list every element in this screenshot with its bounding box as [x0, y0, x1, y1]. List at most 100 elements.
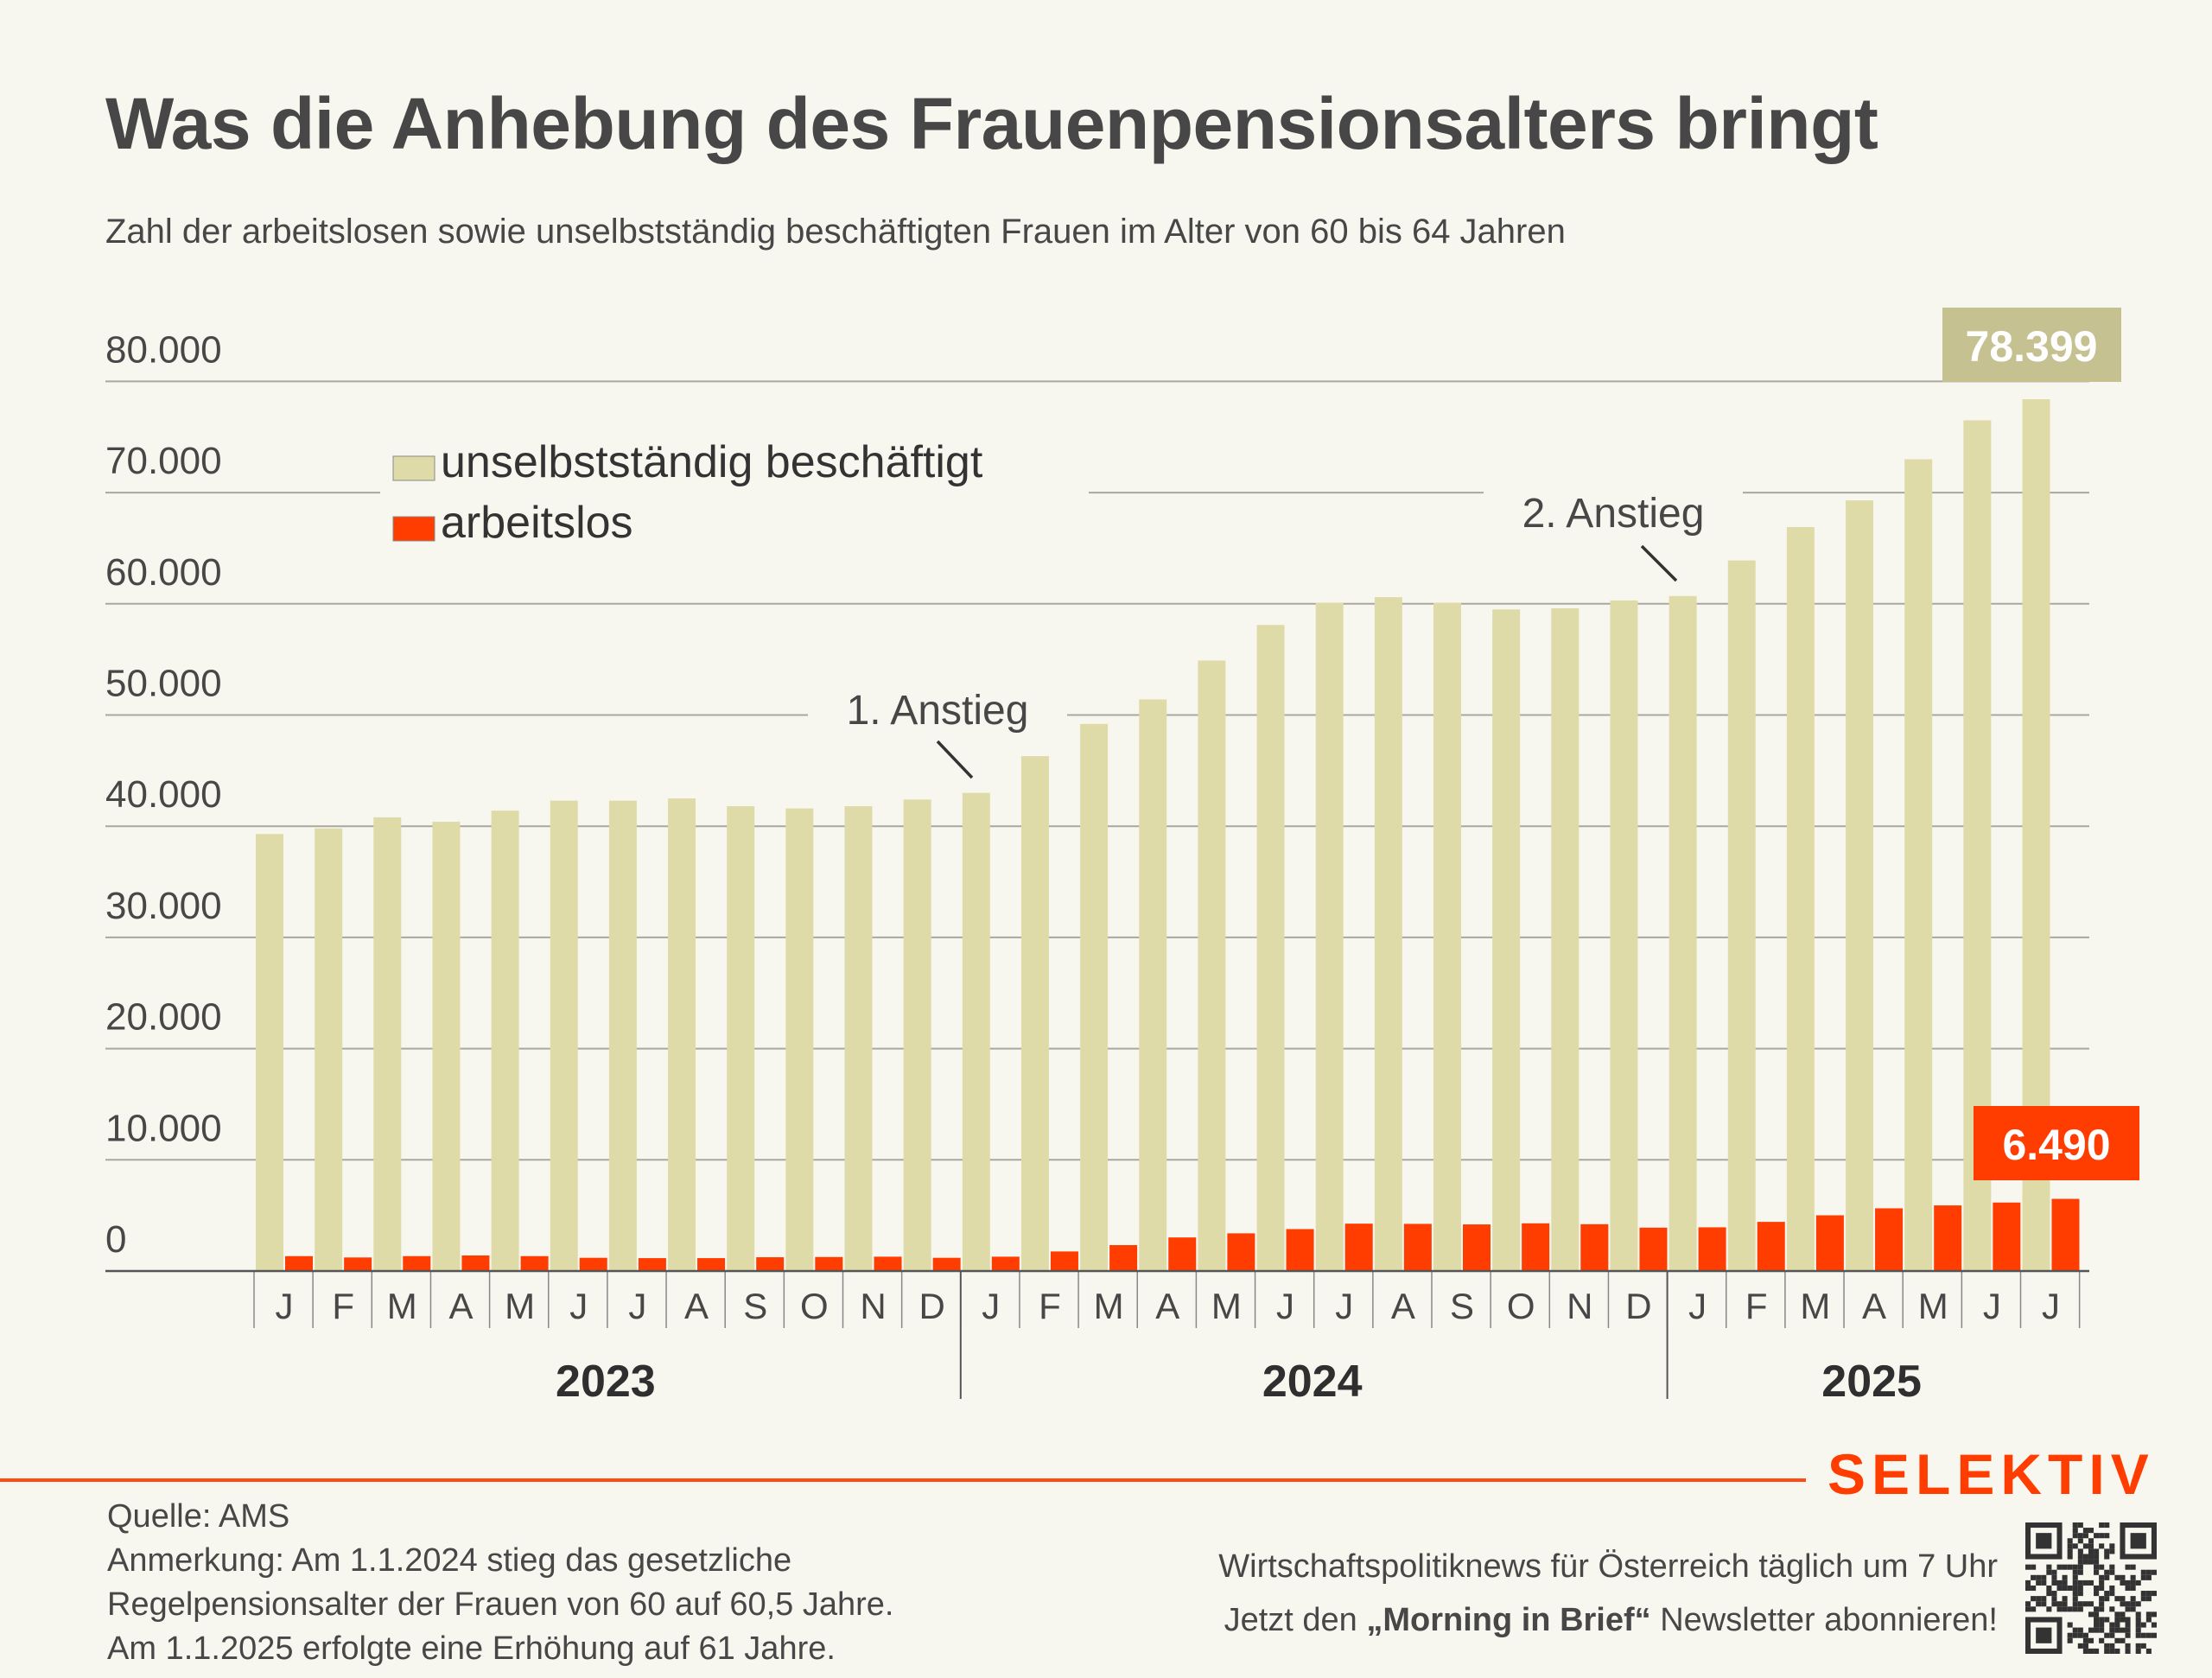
qr-module: [2094, 1622, 2100, 1628]
qr-module: [2077, 1569, 2083, 1575]
qr-module: [2031, 1606, 2037, 1612]
note-line: Anmerkung: Am 1.1.2024 stieg das gesetzl…: [107, 1542, 792, 1579]
bar-employed: [962, 792, 990, 1271]
bar-unemployed: [1463, 1224, 1491, 1271]
month-label: J: [1335, 1286, 1353, 1326]
qr-module: [2067, 1585, 2073, 1592]
qr-module: [2120, 1596, 2126, 1602]
qr-module: [2031, 1596, 2037, 1602]
bar-unemployed: [403, 1255, 431, 1271]
month-label: A: [684, 1286, 709, 1326]
bar-employed: [315, 828, 343, 1271]
qr-module: [2067, 1543, 2073, 1549]
bar-employed: [844, 806, 873, 1271]
qr-module: [2151, 1632, 2157, 1638]
bar-employed: [903, 799, 931, 1271]
qr-module: [2077, 1533, 2083, 1539]
qr-module: [2031, 1574, 2037, 1580]
qr-module: [2088, 1579, 2094, 1586]
month-label: M: [387, 1286, 417, 1326]
qr-module: [2025, 1564, 2031, 1570]
y-tick-label: 50.000: [105, 663, 222, 705]
qr-module: [2104, 1591, 2110, 1597]
qr-module: [2046, 1591, 2052, 1597]
qr-module: [2109, 1648, 2115, 1654]
qr-module: [2104, 1554, 2110, 1560]
y-tick-label: 10.000: [105, 1107, 222, 1149]
qr-module: [2094, 1554, 2100, 1560]
bar-employed: [1256, 625, 1285, 1271]
qr-module: [2140, 1596, 2146, 1602]
qr-module: [2135, 1617, 2141, 1623]
qr-module: [2077, 1559, 2083, 1565]
qr-module: [2082, 1533, 2088, 1539]
bar-unemployed: [932, 1257, 961, 1271]
bar-unemployed: [1639, 1227, 1668, 1271]
qr-module: [2082, 1543, 2088, 1549]
qr-module: [2062, 1564, 2068, 1570]
newsletter-name[interactable]: „Morning in Brief“: [1366, 1602, 1651, 1638]
qr-module: [2031, 1585, 2037, 1592]
qr-module: [2140, 1622, 2146, 1628]
bar-unemployed: [1109, 1245, 1138, 1271]
qr-module: [2041, 1574, 2047, 1580]
qr-module: [2130, 1574, 2136, 1580]
qr-module: [2140, 1574, 2146, 1580]
qr-module: [2056, 1606, 2063, 1612]
qr-module: [2077, 1632, 2083, 1638]
qr-module: [2145, 1569, 2152, 1575]
note-line: Regelpensionsalter der Frauen von 60 auf…: [107, 1586, 894, 1623]
qr-module: [2114, 1627, 2120, 1633]
qr-module: [2130, 1585, 2136, 1592]
qr-module: [2077, 1579, 2083, 1586]
qr-module: [2082, 1554, 2088, 1560]
qr-module: [2077, 1591, 2083, 1597]
newsletter-promo: Wirtschaftspolitiknews für Österreich tä…: [1218, 1540, 1998, 1647]
qr-module: [2099, 1627, 2105, 1633]
qr-module: [2051, 1601, 2057, 1607]
qr-module: [2099, 1596, 2105, 1602]
bar-unemployed: [1522, 1223, 1550, 1271]
promo-post: Newsletter abonnieren!: [1650, 1602, 1998, 1638]
bar-unemployed: [874, 1256, 902, 1271]
bar-employed: [1492, 609, 1521, 1271]
qr-module: [2099, 1585, 2105, 1592]
data-label-employed: 78.399: [1966, 322, 2098, 371]
qr-module: [2120, 1574, 2126, 1580]
qr-module: [2082, 1648, 2088, 1654]
qr-module: [2120, 1627, 2126, 1633]
qr-module: [2114, 1637, 2120, 1643]
qr-module: [2077, 1554, 2083, 1560]
qr-module: [2056, 1585, 2063, 1592]
y-tick-label: 40.000: [105, 773, 222, 816]
promo-line-2[interactable]: Jetzt den „Morning in Brief“ Newsletter …: [1218, 1593, 1998, 1647]
bar-employed: [785, 808, 814, 1271]
legend-swatch-unemployed: [392, 516, 435, 542]
bar-unemployed: [285, 1255, 313, 1271]
legend-label-employed: unselbstständig beschäftigt: [441, 437, 983, 487]
bar-unemployed: [1580, 1224, 1609, 1271]
qr-module: [2082, 1559, 2088, 1565]
month-label: D: [1625, 1286, 1651, 1326]
qr-module: [2031, 1564, 2037, 1570]
bar-employed: [1374, 597, 1402, 1271]
qr-module: [2056, 1601, 2063, 1607]
qr-module: [2072, 1596, 2078, 1602]
qr-module: [2130, 1564, 2136, 1570]
qr-module: [2099, 1617, 2105, 1623]
qr-module: [2077, 1627, 2083, 1633]
qr-module: [2109, 1627, 2115, 1633]
qr-module: [2109, 1632, 2115, 1638]
qr-module: [2072, 1543, 2078, 1549]
bar-employed: [256, 834, 283, 1271]
qr-module: [2094, 1585, 2100, 1592]
qr-module: [2135, 1627, 2141, 1633]
qr-code-icon[interactable]: [2025, 1522, 2157, 1654]
y-tick-label: 20.000: [105, 996, 222, 1039]
qr-module: [2067, 1622, 2073, 1628]
bar-unemployed: [1227, 1233, 1255, 1271]
qr-module: [2135, 1643, 2141, 1649]
qr-module: [2041, 1596, 2047, 1602]
qr-module: [2072, 1632, 2078, 1638]
qr-module: [2077, 1548, 2083, 1554]
